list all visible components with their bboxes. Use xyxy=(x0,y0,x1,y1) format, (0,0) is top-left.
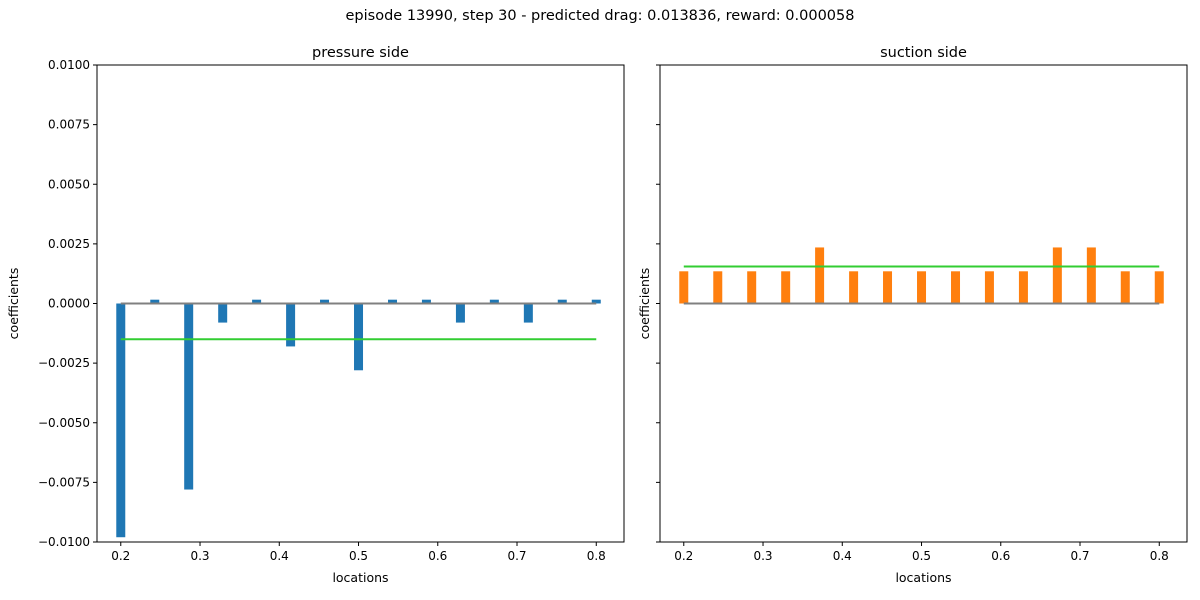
bar xyxy=(679,271,689,304)
y-tick-label: 0.0050 xyxy=(48,177,90,191)
bar xyxy=(150,299,160,304)
bar xyxy=(849,271,859,304)
bar xyxy=(455,303,465,323)
bar xyxy=(713,271,723,304)
bar xyxy=(320,299,330,304)
x-tick-label: 0.4 xyxy=(270,549,289,563)
x-tick-label: 0.7 xyxy=(1070,549,1089,563)
panel-title: suction side xyxy=(880,45,967,61)
x-tick-label: 0.8 xyxy=(587,549,606,563)
y-tick-label: 0.0100 xyxy=(48,58,90,72)
x-tick-label: 0.2 xyxy=(674,549,693,563)
bar xyxy=(917,271,927,304)
bar xyxy=(286,303,296,347)
bar xyxy=(218,303,228,323)
bar xyxy=(1086,247,1096,304)
x-tick-label: 0.3 xyxy=(753,549,772,563)
x-tick-label: 0.7 xyxy=(507,549,526,563)
y-tick-label: 0.0025 xyxy=(48,237,90,251)
bar xyxy=(1154,271,1164,304)
bar xyxy=(489,299,499,304)
bar xyxy=(591,299,601,304)
panel-2: suction side 0.2 0.3 0.4 0.5 0.6 0.7 0.8 locatio… xyxy=(637,45,1188,585)
bar xyxy=(421,299,431,304)
y-tick-label: 0.0000 xyxy=(48,297,90,311)
panel-1: pressure side 0.2 0.3 0.4 0.5 0.6 0.7 0.8 −0.010… xyxy=(6,45,625,585)
y-tick-label: 0.0075 xyxy=(48,118,90,132)
x-axis-label: locations xyxy=(895,570,951,585)
x-tick-label: 0.6 xyxy=(428,549,447,563)
bar xyxy=(781,271,791,304)
bar xyxy=(184,303,194,490)
bar xyxy=(116,303,126,538)
x-tick-label: 0.4 xyxy=(833,549,852,563)
bar xyxy=(388,299,398,304)
bar xyxy=(951,271,961,304)
bar xyxy=(354,303,364,371)
bar xyxy=(1120,271,1130,304)
y-tick-label: −0.0025 xyxy=(38,356,90,370)
bar xyxy=(523,303,533,323)
x-tick-label: 0.3 xyxy=(190,549,209,563)
bar xyxy=(815,247,825,304)
bar xyxy=(252,299,262,304)
y-tick-label: −0.0100 xyxy=(38,535,90,549)
y-axis-label: coefficients xyxy=(6,268,21,340)
x-tick-label: 0.8 xyxy=(1150,549,1169,563)
y-axis-label: coefficients xyxy=(637,268,652,340)
bar xyxy=(747,271,757,304)
panel-title: pressure side xyxy=(312,45,409,61)
x-tick-label: 0.5 xyxy=(912,549,931,563)
x-tick-label: 0.5 xyxy=(349,549,368,563)
bar xyxy=(557,299,567,304)
x-tick-label: 0.2 xyxy=(111,549,130,563)
bar xyxy=(1018,271,1028,304)
bar xyxy=(883,271,893,304)
x-tick-label: 0.6 xyxy=(991,549,1010,563)
bar xyxy=(984,271,994,304)
y-tick-label: −0.0050 xyxy=(38,416,90,430)
bar xyxy=(1052,247,1062,304)
x-axis-label: locations xyxy=(332,570,388,585)
y-tick-label: −0.0075 xyxy=(38,475,90,489)
figure-title: episode 13990, step 30 - predicted drag:… xyxy=(345,8,855,24)
